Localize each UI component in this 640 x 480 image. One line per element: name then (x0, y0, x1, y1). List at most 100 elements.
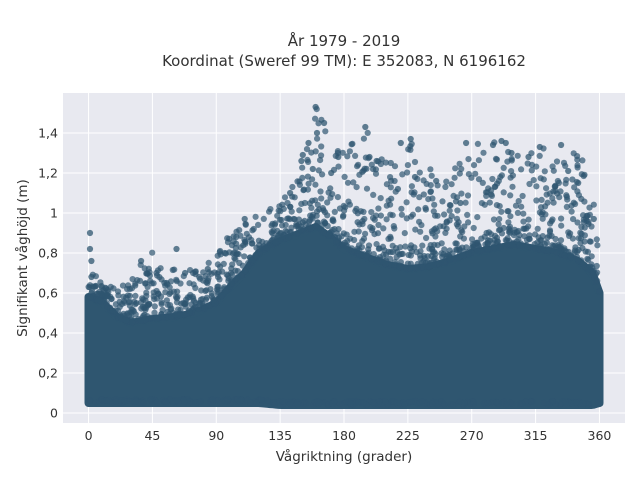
scatter-point (493, 234, 501, 241)
scatter-point (531, 241, 538, 248)
scatter-point (516, 242, 523, 249)
scatter-point (538, 196, 545, 203)
scatter-point (437, 223, 444, 230)
scatter-point (423, 234, 430, 242)
scatter-point (552, 187, 559, 194)
scatter-point (330, 218, 337, 225)
outlier-point (138, 257, 145, 265)
scatter-point (255, 221, 262, 228)
scatter-point (530, 177, 537, 184)
scatter-point (302, 221, 309, 228)
scatter-point (464, 192, 472, 199)
scatter-point (416, 194, 423, 201)
scatter-point (238, 396, 245, 403)
outlier-point (313, 129, 321, 137)
scatter-point (342, 204, 349, 211)
scatter-point (132, 280, 139, 287)
scatter-point (293, 230, 300, 237)
scatter-point (276, 203, 283, 210)
scatter-point (241, 267, 248, 275)
scatter-point (374, 230, 382, 237)
outlier-point (407, 135, 414, 143)
scatter-point (403, 215, 410, 222)
y-tick-label: 1 (50, 206, 58, 221)
scatter-point (500, 189, 507, 196)
y-axis-title: Signifikant våghöjd (m) (14, 179, 31, 337)
scatter-point (549, 195, 556, 202)
scatter-point (149, 249, 156, 256)
scatter-point (472, 170, 479, 177)
scatter-point (579, 157, 586, 164)
scatter-point (260, 215, 267, 222)
outlier-point (173, 245, 180, 253)
scatter-point (312, 148, 319, 155)
scatter-point (360, 399, 367, 406)
scatter-point (143, 289, 150, 296)
scatter-point (418, 222, 425, 229)
scatter-point (469, 241, 476, 248)
scatter-point (356, 171, 363, 178)
scatter-point (153, 269, 160, 276)
scatter-point (144, 283, 151, 290)
scatter-point (203, 294, 210, 301)
scatter-point (586, 238, 593, 245)
scatter-point (372, 170, 380, 177)
scatter-point (104, 286, 111, 293)
scatter-point (445, 252, 452, 259)
scatter-point (304, 173, 311, 180)
scatter-point (313, 212, 320, 219)
scatter-point (525, 216, 532, 223)
scatter-point (382, 159, 389, 166)
y-tick-label: 0,4 (38, 326, 58, 341)
scatter-point (116, 298, 123, 305)
scatter-point (329, 226, 336, 234)
scatter-point (578, 223, 585, 231)
scatter-point (209, 396, 216, 403)
scatter-point (420, 191, 427, 198)
scatter-point (147, 277, 154, 284)
scatter-point (137, 277, 144, 284)
scatter-point (422, 204, 429, 212)
scatter-point (500, 164, 507, 171)
scatter-point (181, 311, 188, 318)
scatter-point (506, 237, 513, 245)
scatter-point (216, 249, 223, 256)
scatter-point (455, 223, 462, 230)
scatter-point (549, 163, 556, 170)
scatter-point (443, 178, 450, 185)
scatter-point (429, 246, 436, 253)
scatter-point (401, 401, 408, 408)
scatter-point (240, 242, 247, 249)
scatter-point (442, 183, 449, 191)
scatter-point (474, 248, 481, 255)
scatter-point (238, 272, 245, 279)
scatter-point (370, 251, 377, 258)
scatter-point (253, 399, 260, 406)
scatter-point (299, 164, 306, 171)
outlier-point (287, 189, 294, 197)
scatter-point (334, 194, 341, 201)
scatter-point (318, 152, 325, 159)
scatter-point (514, 209, 522, 216)
outlier-point (536, 143, 543, 151)
scatter-point (318, 195, 325, 202)
x-axis-title: Vågriktning (grader) (276, 448, 413, 465)
scatter-point (475, 157, 482, 164)
scatter-point (443, 225, 450, 232)
scatter-point (451, 256, 458, 263)
scatter-point (339, 213, 347, 220)
scatter-point (513, 229, 521, 236)
scatter-point (468, 174, 475, 181)
scatter-point (203, 287, 210, 294)
scatter-point (360, 235, 368, 242)
outlier-point (305, 139, 312, 147)
scatter-point (446, 207, 453, 214)
scatter-point (520, 218, 527, 225)
scatter-point (241, 253, 248, 260)
scatter-point (453, 240, 460, 247)
scatter-point (341, 173, 348, 180)
scatter-point (557, 401, 564, 408)
scatter-point (434, 242, 441, 249)
scatter-point (173, 299, 181, 306)
x-tick-label: 0 (85, 428, 93, 443)
